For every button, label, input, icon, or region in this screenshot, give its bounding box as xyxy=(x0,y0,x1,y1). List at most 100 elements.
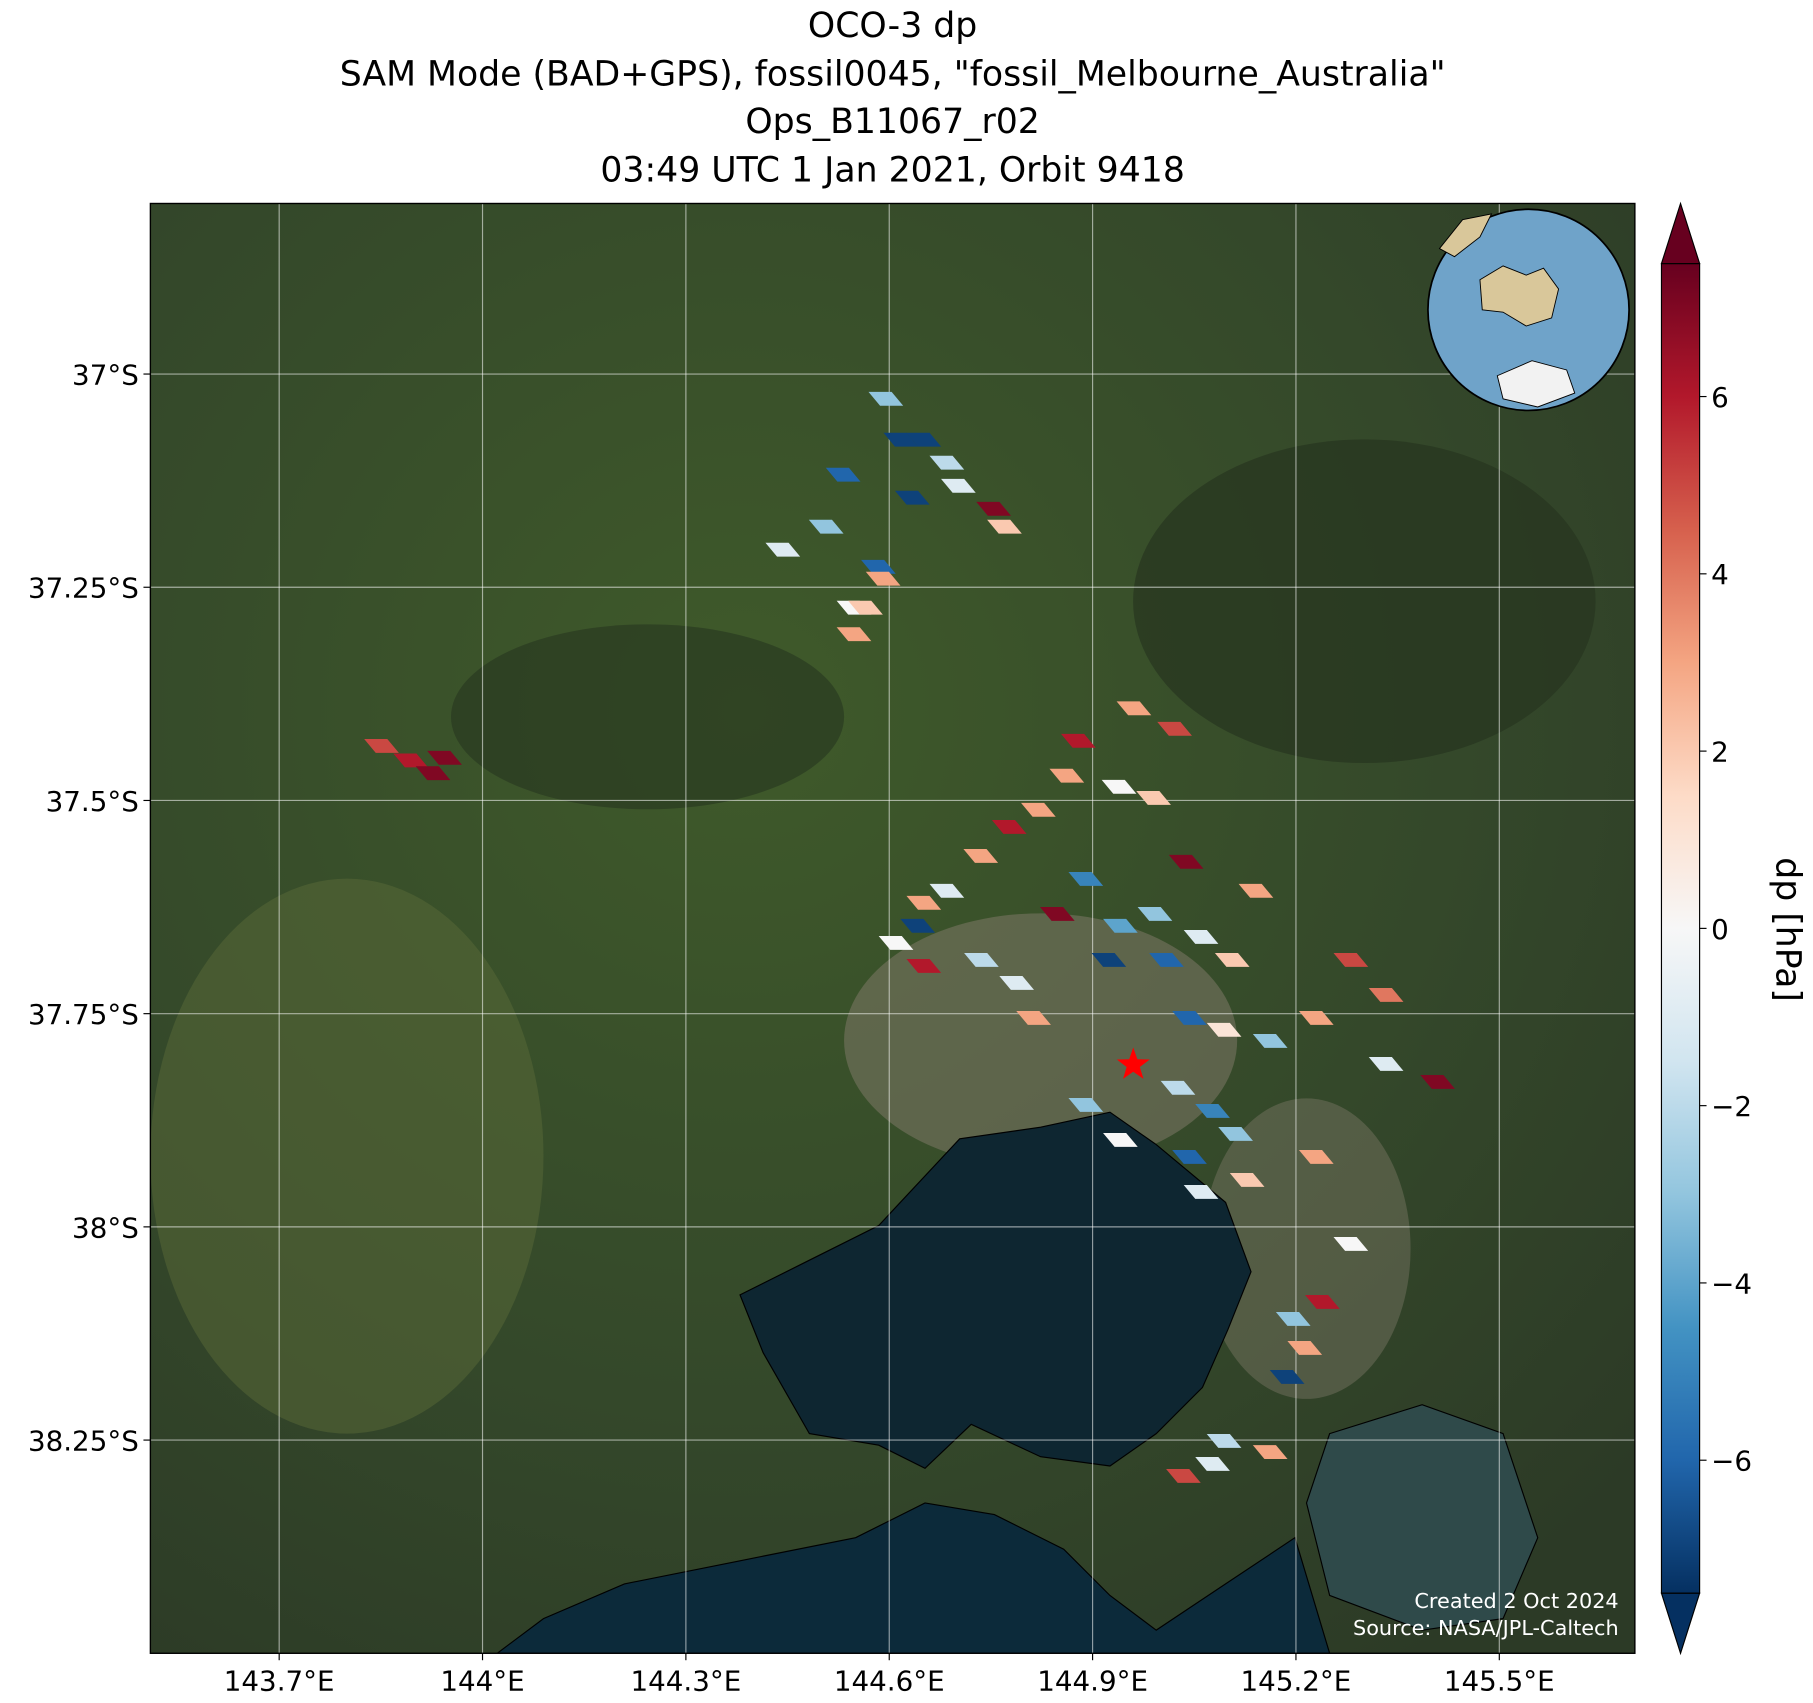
colorbar-gradient xyxy=(1661,263,1700,1594)
sounding xyxy=(976,501,1011,516)
sounding xyxy=(1368,1057,1404,1071)
sounding xyxy=(1252,1034,1288,1048)
colorbar-label: dp [hPa] xyxy=(1767,857,1807,1002)
sounding xyxy=(364,738,399,753)
x-tick-label: 145.5°E xyxy=(1444,1664,1555,1697)
sounding xyxy=(991,819,1027,834)
x-tick-label: 143.7°E xyxy=(224,1664,335,1697)
sounding xyxy=(1206,1022,1242,1037)
x-tick-label: 144°E xyxy=(440,1664,524,1697)
colorbar-tick-label: −2 xyxy=(1711,1090,1752,1123)
title-line: Ops_B11067_r02 xyxy=(745,102,1039,142)
sounding xyxy=(1269,1370,1305,1384)
colorbar-tick-label: 4 xyxy=(1711,558,1729,591)
farmland xyxy=(150,878,544,1434)
sounding xyxy=(427,750,462,765)
sounding xyxy=(906,958,942,973)
sounding xyxy=(415,766,451,781)
sounding xyxy=(906,895,942,910)
colorbar-extend-max xyxy=(1660,201,1701,265)
map-frame xyxy=(149,202,1636,1654)
y-tick-label: 37.25°S xyxy=(28,572,139,605)
sounding xyxy=(1101,779,1137,794)
sounding xyxy=(1049,768,1085,783)
title-line: OCO-3 dp xyxy=(808,6,977,46)
x-tick-label: 144.3°E xyxy=(630,1664,741,1697)
sounding xyxy=(808,519,844,534)
sounding xyxy=(836,627,872,642)
sounding xyxy=(1275,1312,1311,1326)
asia xyxy=(1438,213,1493,258)
sounding xyxy=(1137,906,1173,921)
title-line: 03:49 UTC 1 Jan 2021, Orbit 9418 xyxy=(600,151,1185,191)
soundings xyxy=(364,391,1455,1483)
sounding xyxy=(1238,883,1274,898)
sounding xyxy=(1103,1132,1138,1147)
sounding xyxy=(1195,1457,1230,1471)
sounding xyxy=(1091,953,1127,967)
sounding xyxy=(1206,1433,1242,1448)
sounding xyxy=(900,918,936,933)
sounding xyxy=(848,600,883,615)
credit: Source: NASA/JPL-Caltech xyxy=(1353,1616,1619,1640)
sounding xyxy=(861,559,896,574)
sounding xyxy=(1183,929,1219,944)
colorbar-tick-label: −6 xyxy=(1711,1445,1752,1478)
colorbar: −6 −4 −2 0 2 4 6 xyxy=(1660,201,1752,1656)
colorbar-tick-label: 0 xyxy=(1711,913,1729,946)
title: OCO-3 dp SAM Mode (BAD+GPS), fossil0045,… xyxy=(340,6,1446,191)
sounding xyxy=(1229,1173,1265,1187)
sounding xyxy=(1172,1150,1207,1164)
sounding xyxy=(894,490,930,505)
forest xyxy=(450,624,845,810)
bay xyxy=(739,1111,1252,1470)
sounding xyxy=(1068,1097,1104,1112)
title-line: SAM Mode (BAD+GPS), fossil0045, "fossil_… xyxy=(340,55,1446,95)
colorbar-tick-label: −4 xyxy=(1711,1267,1752,1300)
forest xyxy=(1133,439,1596,764)
globe-inset xyxy=(1427,208,1630,412)
sounding xyxy=(963,848,999,863)
sounding xyxy=(1068,871,1104,886)
x-tick-label: 144.9°E xyxy=(1037,1664,1148,1697)
sounding xyxy=(1214,953,1250,967)
sounding xyxy=(765,542,801,557)
x-tick-label: 144.6°E xyxy=(834,1664,945,1697)
sounding xyxy=(1040,906,1075,921)
grid xyxy=(150,203,1635,1654)
y-tick-label: 37.5°S xyxy=(46,785,139,818)
sounding xyxy=(1166,1468,1201,1483)
sounding xyxy=(825,467,861,482)
sounding xyxy=(1103,918,1138,933)
sounding xyxy=(393,753,429,768)
sounding xyxy=(1016,1010,1051,1025)
australia xyxy=(1479,265,1560,327)
sounding xyxy=(987,519,1022,534)
sounding xyxy=(1061,733,1096,748)
sounding xyxy=(878,935,914,950)
sounding xyxy=(1149,953,1184,967)
colorbar-extend-min xyxy=(1660,1592,1701,1656)
sounding xyxy=(1168,854,1204,869)
sounding xyxy=(906,432,942,447)
y-tick-label: 38°S xyxy=(72,1211,139,1244)
credit: Created 2 Oct 2024 xyxy=(1414,1589,1618,1613)
western-port xyxy=(1305,1404,1539,1631)
sounding xyxy=(1305,1294,1340,1309)
x-tick-label: 145.2°E xyxy=(1241,1664,1352,1697)
y-tick-label: 37°S xyxy=(72,358,139,391)
sounding xyxy=(1183,1184,1219,1199)
sounding xyxy=(1195,1103,1230,1118)
sounding xyxy=(929,455,965,470)
colorbar-tick-label: 6 xyxy=(1711,381,1729,414)
sounding xyxy=(1172,1010,1207,1025)
urban xyxy=(844,913,1238,1168)
sounding xyxy=(1136,790,1171,805)
y-tick-label: 38.25°S xyxy=(28,1424,139,1457)
sounding xyxy=(964,953,999,967)
ocean xyxy=(496,1502,1331,1654)
sounding xyxy=(865,571,901,586)
antarctica xyxy=(1496,360,1576,408)
